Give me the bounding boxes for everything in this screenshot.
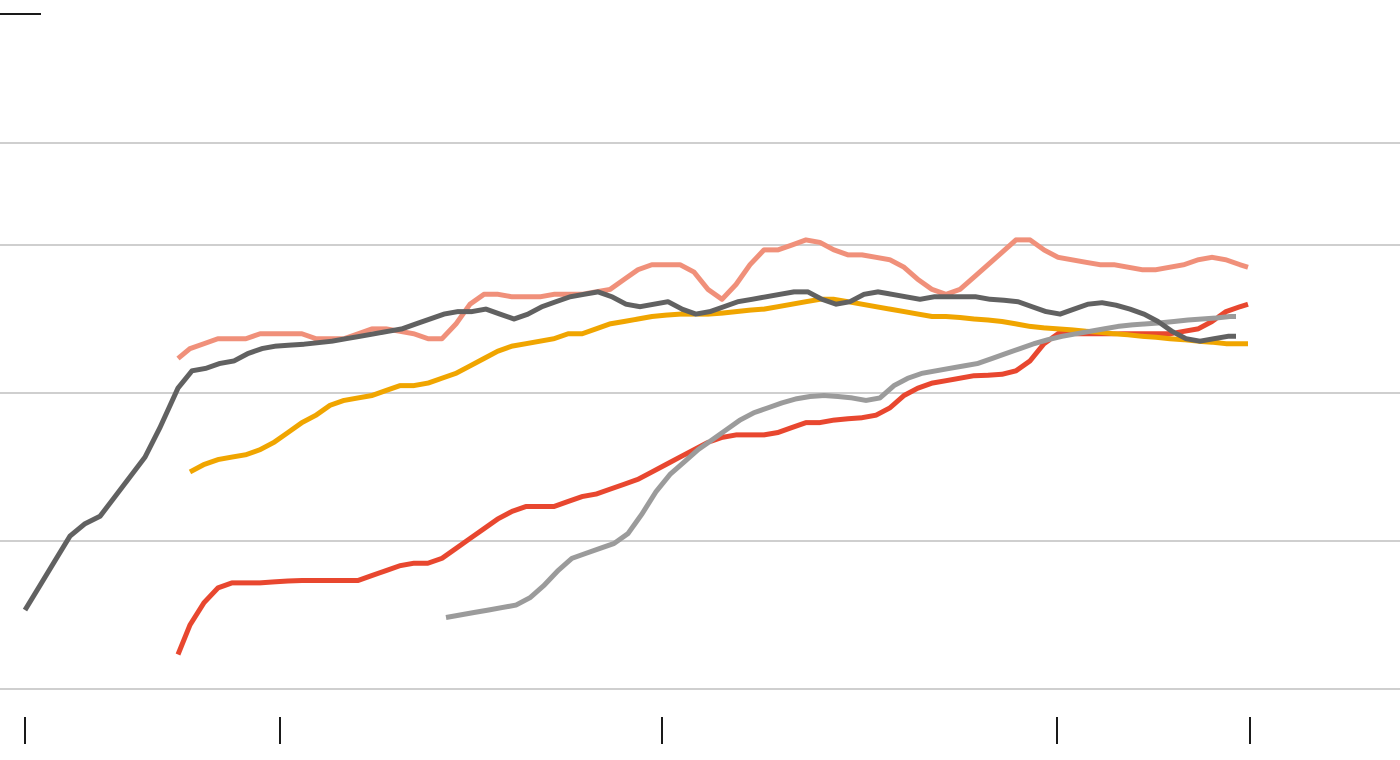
x-axis-ticks	[24, 717, 1251, 744]
gridlines	[0, 142, 1400, 690]
series-line-2	[188, 296, 1248, 475]
series-lines	[22, 237, 1249, 656]
series-line-4	[22, 289, 1236, 612]
series-line-3	[445, 314, 1236, 620]
series-line-1	[175, 301, 1249, 656]
